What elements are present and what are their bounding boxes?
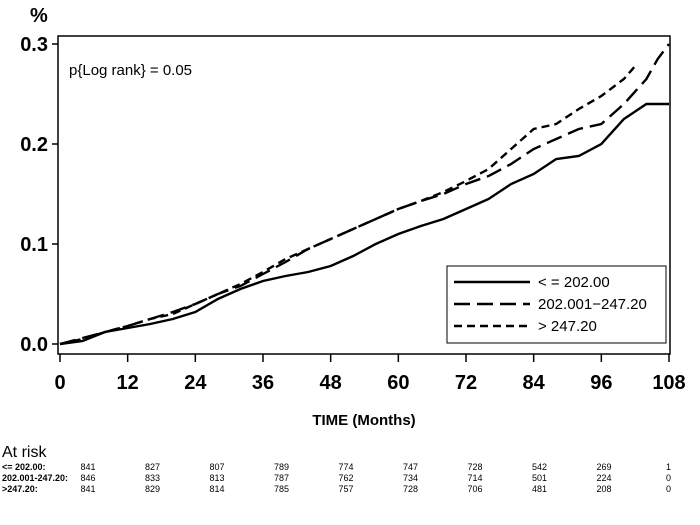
at-risk-cell: 0 (665, 473, 671, 483)
x-axis-label: TIME (Months) (312, 412, 415, 429)
at-risk-cell: 807 (209, 462, 225, 472)
x-tick-label: 84 (523, 372, 546, 394)
at-risk-cell: 785 (273, 484, 290, 494)
at-risk-cell: 728 (402, 484, 419, 494)
at-risk-cell: 841 (80, 462, 96, 472)
y-tick-label: 0.0 (20, 334, 48, 356)
logrank-annotation: p{Log rank} = 0.05 (69, 62, 192, 79)
y-tick-label: 0.3 (20, 34, 48, 56)
at-risk-cell: 841 (80, 484, 96, 494)
at-risk-cell: 224 (596, 473, 612, 483)
x-tick-label: 72 (455, 372, 477, 394)
legend-label-2: 202.001−247.20 (538, 296, 647, 313)
legend-label-1: < = 202.00 (538, 274, 610, 291)
at-risk-cell: 762 (338, 473, 354, 483)
at-risk-cell: 829 (144, 484, 161, 494)
at-risk-cell: 1 (665, 462, 671, 472)
series-lines (59, 43, 670, 346)
y-axis-ticks: 0.0 0.1 0.2 0.3 (20, 34, 58, 356)
at-risk-row-label: <= 202.00: (2, 462, 46, 472)
at-risk-row: >247.20: 841 829 814 785 757 728 706 481 208 0 (0, 484, 700, 495)
series-line-3 (59, 65, 637, 346)
series-line-1 (59, 102, 669, 346)
at-risk-cell: 774 (338, 462, 354, 472)
at-risk-cell: 787 (273, 473, 290, 483)
km-chart: % 0.0 0.1 0.2 0.3 0 12 24 36 48 60 72 84 96 108 TIME… (20, 5, 686, 429)
at-risk-cell: 481 (531, 484, 548, 494)
x-tick-label: 108 (652, 372, 685, 394)
x-tick-label: 96 (590, 372, 612, 394)
y-axis-label: % (30, 5, 48, 27)
at-risk-cell: 827 (144, 462, 161, 472)
at-risk-cell: 846 (80, 473, 96, 483)
x-tick-label: 24 (184, 372, 207, 394)
at-risk-cell: 813 (209, 473, 225, 483)
at-risk-cell: 269 (596, 462, 612, 472)
at-risk-cell: 734 (402, 473, 419, 483)
at-risk-cell: 501 (531, 473, 548, 483)
y-tick-label: 0.2 (20, 134, 48, 156)
at-risk-cell: 0 (665, 484, 671, 494)
at-risk-row-label: >247.20: (2, 484, 38, 494)
at-risk-cell: 814 (209, 484, 225, 494)
at-risk-cell: 714 (467, 473, 483, 483)
legend-label-3: > 247.20 (538, 318, 597, 335)
legend: < = 202.00 202.001−247.20 > 247.20 (446, 265, 667, 344)
at-risk-cell: 208 (596, 484, 612, 494)
at-risk-row-label: 202.001-247.20: (2, 473, 69, 483)
y-tick-label: 0.1 (20, 234, 48, 256)
x-tick-label: 60 (387, 372, 409, 394)
at-risk-cell: 747 (402, 462, 419, 472)
x-tick-label: 12 (117, 372, 139, 394)
at-risk-row: <= 202.00: 841 827 807 789 774 747 728 542 269 1 (0, 462, 700, 473)
at-risk-table: <= 202.00: 841 827 807 789 774 747 728 542 269 1 20… (0, 462, 700, 495)
at-risk-cell: 706 (467, 484, 483, 494)
at-risk-title: At risk (2, 444, 47, 461)
x-tick-label: 36 (252, 372, 274, 394)
plot-frame (57, 35, 671, 355)
at-risk-cell: 542 (531, 462, 548, 472)
x-axis-ticks: 0 12 24 36 48 60 72 84 96 108 (54, 354, 686, 394)
x-tick-label: 0 (54, 372, 65, 394)
at-risk-cell: 833 (144, 473, 161, 483)
at-risk-row: 202.001-247.20: 846 833 813 787 762 734 714 501 2… (0, 473, 700, 484)
at-risk-cell: 757 (338, 484, 354, 494)
at-risk-cell: 728 (467, 462, 483, 472)
x-tick-label: 48 (320, 372, 342, 394)
at-risk-cell: 789 (273, 462, 290, 472)
